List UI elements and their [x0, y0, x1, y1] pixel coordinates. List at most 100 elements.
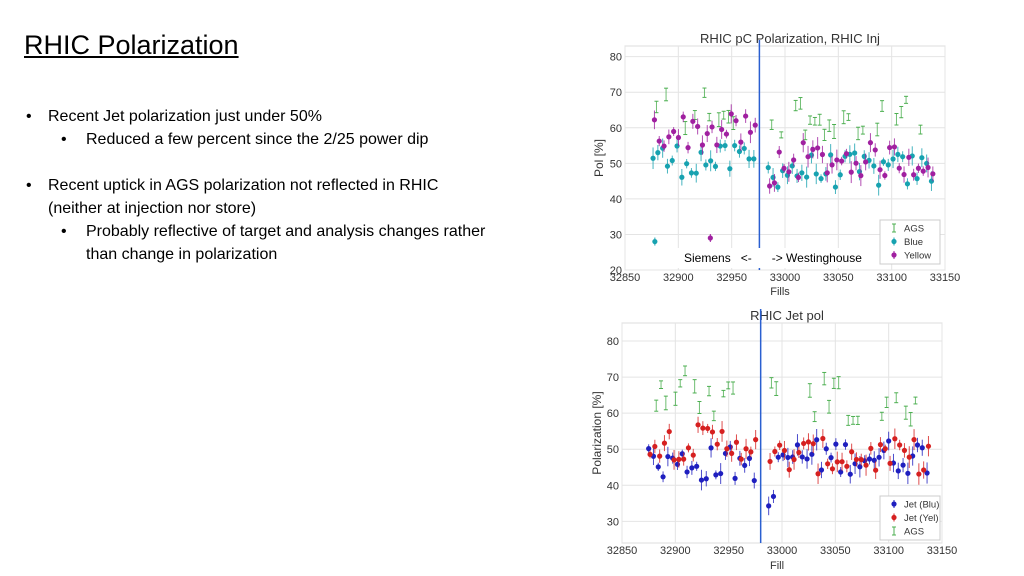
legend-label: Jet (Yel) [904, 513, 939, 524]
y-tick-label: 80 [607, 336, 619, 348]
data-point [690, 452, 696, 458]
legend-swatch [891, 252, 897, 258]
data-point [890, 156, 896, 162]
data-point [752, 122, 758, 128]
data-point [695, 422, 701, 428]
x-tick-label: 32850 [610, 272, 641, 284]
data-point [921, 467, 927, 473]
data-point [751, 477, 757, 484]
data-point [795, 174, 802, 181]
data-point [887, 460, 893, 466]
data-point [732, 142, 738, 149]
data-point [919, 155, 925, 161]
data-point [829, 162, 835, 168]
data-point [810, 441, 816, 447]
data-point [646, 446, 652, 452]
data-point [781, 447, 788, 454]
data-point [911, 172, 917, 178]
data-point [727, 166, 733, 172]
bullet-item: Recent Jet polarization just under 50% [24, 105, 494, 128]
data-point [868, 445, 874, 451]
x-tick-label: 33100 [873, 545, 904, 557]
data-point [791, 456, 797, 463]
data-point [676, 456, 682, 462]
data-point [925, 164, 931, 171]
x-tick-label: 33000 [767, 545, 798, 557]
data-point [708, 445, 714, 451]
y-tick-label: 30 [607, 516, 619, 528]
data-point [777, 442, 783, 448]
data-point [748, 449, 754, 455]
data-point [911, 437, 917, 443]
data-point [657, 453, 663, 459]
legend-swatch [891, 514, 897, 521]
data-point [738, 139, 744, 145]
data-point [652, 238, 658, 245]
y-tick-label: 70 [610, 87, 622, 99]
data-point [775, 184, 781, 190]
data-point [767, 458, 773, 465]
chart-title: RHIC pC Polarization, RHIC Inj [700, 31, 880, 46]
data-point [770, 493, 777, 500]
x-tick-label: 32850 [607, 545, 638, 557]
data-point [896, 165, 902, 171]
data-point [810, 146, 816, 152]
data-point [771, 180, 778, 186]
data-point [732, 475, 738, 481]
data-point [905, 470, 911, 476]
y-tick-label: 60 [607, 408, 619, 420]
x-tick-label: 33150 [930, 272, 961, 284]
y-axis-label: Pol [%] [592, 139, 606, 177]
data-point [751, 156, 757, 162]
data-point [718, 470, 724, 477]
data-point [882, 446, 888, 452]
data-point [801, 440, 807, 447]
data-point [823, 446, 829, 452]
sub-bullet-item: Probably reflective of target and analys… [24, 220, 494, 266]
y-tick-label: 60 [610, 123, 622, 135]
data-point [703, 162, 709, 168]
y-tick-label: 40 [610, 194, 622, 206]
x-tick-label: 33050 [820, 545, 851, 557]
data-point [681, 456, 687, 462]
data-point [700, 425, 706, 431]
data-point [699, 142, 706, 148]
legend-swatch [891, 501, 897, 507]
data-point [876, 182, 882, 188]
data-point [767, 183, 773, 189]
data-point [743, 446, 749, 452]
data-point [688, 170, 695, 176]
data-point [873, 467, 879, 473]
data-point [652, 443, 658, 450]
data-point [829, 466, 836, 472]
data-point [728, 111, 734, 117]
data-point [930, 171, 936, 177]
data-point [786, 169, 792, 175]
data-point [837, 172, 843, 178]
y-tick-label: 80 [610, 52, 622, 64]
data-point [915, 165, 922, 171]
data-point [880, 159, 887, 165]
data-point [722, 142, 728, 149]
data-point [914, 176, 920, 182]
legend-swatch [891, 238, 897, 245]
data-point [729, 450, 735, 456]
slide-title: RHIC Polarization [24, 30, 239, 60]
x-tick-label: 32900 [660, 545, 691, 557]
data-point [714, 142, 720, 148]
data-point [815, 471, 821, 477]
data-point [675, 134, 682, 141]
data-point [866, 456, 873, 462]
data-point [776, 149, 782, 155]
data-point [651, 117, 658, 123]
data-point [671, 128, 677, 135]
data-point [906, 154, 912, 160]
data-point [852, 150, 858, 156]
data-point [892, 436, 898, 442]
x-tick-label: 32950 [716, 272, 747, 284]
data-point [900, 462, 906, 468]
annotation-text: Siemens <- -> Westinghouse [684, 251, 862, 265]
data-point [813, 171, 819, 177]
data-point [872, 147, 878, 153]
data-point [914, 442, 921, 448]
